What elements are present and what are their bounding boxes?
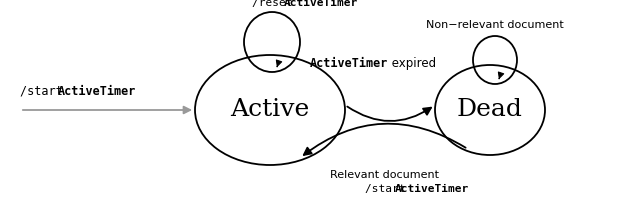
Text: Dead: Dead (457, 99, 523, 122)
Text: Relevant document: Relevant document (330, 170, 440, 180)
Text: ActiveTimer: ActiveTimer (58, 85, 136, 98)
Text: /start: /start (20, 85, 70, 98)
Text: ActiveTimer: ActiveTimer (395, 184, 469, 194)
Text: ActiveTimer: ActiveTimer (284, 0, 358, 8)
Text: /reset: /reset (252, 0, 300, 8)
Text: Active: Active (230, 99, 310, 122)
Text: /start: /start (365, 184, 412, 194)
Text: Non−relevant document: Non−relevant document (426, 20, 564, 30)
Text: ActiveTimer: ActiveTimer (310, 57, 388, 70)
Text: expired: expired (388, 57, 436, 70)
